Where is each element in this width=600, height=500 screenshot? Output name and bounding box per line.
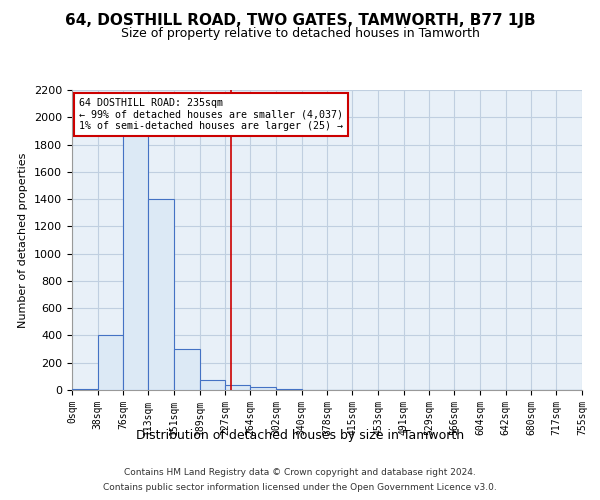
Bar xyxy=(148,199,174,390)
Text: Contains HM Land Registry data © Crown copyright and database right 2024.: Contains HM Land Registry data © Crown c… xyxy=(124,468,476,477)
Bar xyxy=(250,386,276,390)
Text: Distribution of detached houses by size in Tamworth: Distribution of detached houses by size … xyxy=(136,428,464,442)
Y-axis label: Number of detached properties: Number of detached properties xyxy=(19,152,28,328)
Text: 64, DOSTHILL ROAD, TWO GATES, TAMWORTH, B77 1JB: 64, DOSTHILL ROAD, TWO GATES, TAMWORTH, … xyxy=(65,12,535,28)
Text: Size of property relative to detached houses in Tamworth: Size of property relative to detached ho… xyxy=(121,28,479,40)
Bar xyxy=(98,336,124,390)
Text: Contains public sector information licensed under the Open Government Licence v3: Contains public sector information licen… xyxy=(103,483,497,492)
Bar xyxy=(200,380,226,390)
Bar xyxy=(226,384,250,390)
Bar xyxy=(174,349,200,390)
Text: 64 DOSTHILL ROAD: 235sqm
← 99% of detached houses are smaller (4,037)
1% of semi: 64 DOSTHILL ROAD: 235sqm ← 99% of detach… xyxy=(79,98,343,132)
Bar xyxy=(124,131,148,390)
